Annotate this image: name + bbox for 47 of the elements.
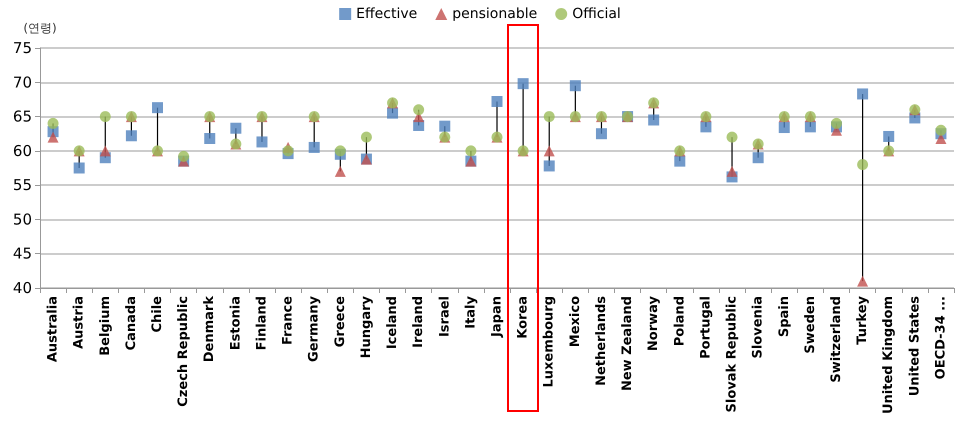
x-tick-label: United Kingdom xyxy=(881,296,896,414)
x-tick-label: Sweden xyxy=(802,296,818,354)
y-tick-label: 60 xyxy=(12,142,32,160)
x-tick-label: New Zealand xyxy=(620,296,636,392)
x-tick-label: Slovak Republic xyxy=(724,296,740,412)
x-tick-label: Ireland xyxy=(411,296,426,348)
x-tick-label: Belgium xyxy=(98,296,113,356)
x-tick-label: Denmark xyxy=(202,296,218,362)
y-axis-title: (연령) xyxy=(23,21,57,35)
x-tick-label: United States xyxy=(907,296,922,396)
x-tick-label: Estonia xyxy=(228,296,244,350)
x-tick-label: Netherlands xyxy=(594,296,609,386)
x-tick-label: Mexico xyxy=(568,296,583,348)
x-tick-label: Canada xyxy=(124,296,139,350)
x-tick-label: Czech Republic xyxy=(176,296,192,407)
x-tick-label: Austria xyxy=(72,296,87,349)
x-tick-label: Luxembourg xyxy=(542,296,557,388)
x-tick-label: Korea xyxy=(516,296,531,339)
y-tick-label: 70 xyxy=(12,73,32,92)
legend-label: pensionable xyxy=(452,6,538,22)
x-tick-label: Hungary xyxy=(358,295,374,358)
x-tick-label: Australia xyxy=(46,296,61,362)
x-tick-label: Italy xyxy=(463,295,478,329)
x-tick-label: Finland xyxy=(254,296,270,350)
x-tick-label: OECD-34 ... xyxy=(933,296,948,380)
x-tick-label: Poland xyxy=(672,296,688,346)
y-tick-label: 45 xyxy=(12,244,32,263)
x-tick-label: Portugal xyxy=(698,296,714,359)
x-tick-label: Norway xyxy=(646,295,662,352)
x-tick-label: Japan xyxy=(490,296,504,338)
x-tick-label: Switzerland xyxy=(828,296,844,383)
x-tick-label: Slovenia xyxy=(750,296,766,359)
x-tick-label: Chile xyxy=(150,296,166,333)
x-tick-label: Spain xyxy=(776,296,792,338)
x-tick-label: Greece xyxy=(332,296,348,348)
x-tick-label: Turkey xyxy=(855,295,870,345)
y-tick-label: 40 xyxy=(12,279,32,297)
legend-label: Effective xyxy=(356,6,418,22)
x-tick-label: Germany xyxy=(306,295,322,362)
y-tick-label: 65 xyxy=(12,108,32,126)
legend-label: Official xyxy=(572,6,621,22)
x-tick-label: Iceland xyxy=(385,296,400,350)
y-tick-label: 55 xyxy=(12,176,32,194)
x-tick-label: France xyxy=(280,296,296,346)
x-tick-label: Israel xyxy=(437,296,452,338)
y-tick-label: 50 xyxy=(12,210,32,228)
y-tick-label: 75 xyxy=(12,39,32,57)
